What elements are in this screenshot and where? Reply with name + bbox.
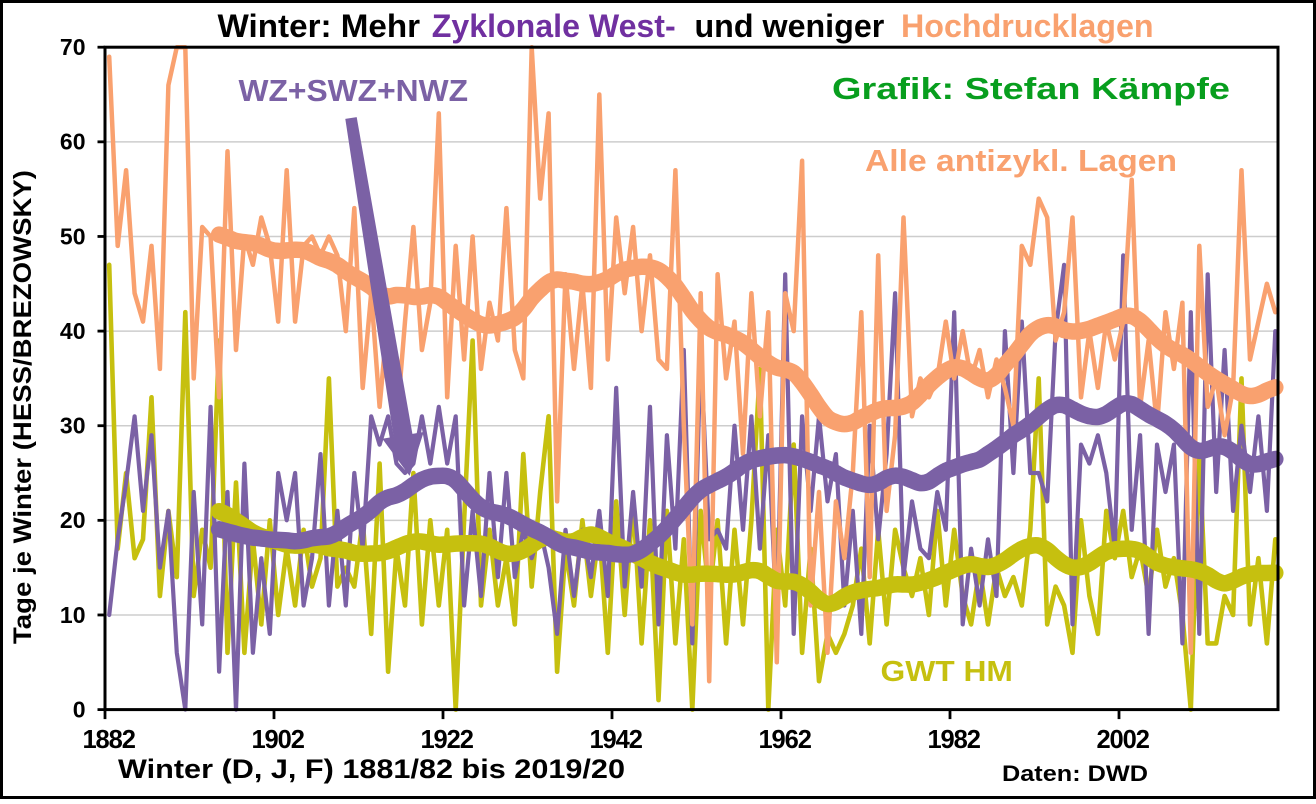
svg-text:10: 10 — [60, 602, 86, 628]
svg-text:Winter (D, J, F) 1881/82 bis: Winter (D, J, F) 1881/82 bis 2019/20 — [118, 754, 625, 784]
svg-text:1902: 1902 — [251, 726, 305, 754]
svg-text:20: 20 — [60, 507, 86, 533]
svg-text:1962: 1962 — [758, 726, 812, 754]
svg-text:GWT HM: GWT HM — [881, 656, 1013, 688]
svg-text:Alle antizykl. Lagen: Alle antizykl. Lagen — [865, 143, 1177, 178]
svg-text:40: 40 — [60, 318, 86, 344]
svg-text:70: 70 — [60, 34, 86, 60]
svg-text:2002: 2002 — [1096, 726, 1150, 754]
svg-text:und weniger: und weniger — [695, 8, 885, 44]
svg-text:60: 60 — [60, 129, 86, 155]
svg-text:0: 0 — [73, 696, 86, 722]
svg-text:1882: 1882 — [82, 726, 136, 754]
svg-text:30: 30 — [60, 413, 86, 439]
svg-text:1942: 1942 — [589, 726, 643, 754]
svg-text:Grafik: Stefan Kämpfe: Grafik: Stefan Kämpfe — [832, 71, 1230, 106]
svg-text:Hochdrucklagen: Hochdrucklagen — [901, 8, 1154, 44]
svg-text:Daten: DWD: Daten: DWD — [1002, 761, 1148, 786]
svg-text:WZ+SWZ+NWZ: WZ+SWZ+NWZ — [239, 74, 469, 108]
svg-text:50: 50 — [60, 223, 86, 249]
svg-text:1982: 1982 — [927, 726, 981, 754]
svg-text:1922: 1922 — [420, 726, 474, 754]
svg-text:Winter: Mehr: Winter: Mehr — [218, 8, 421, 44]
svg-text:Zyklonale West-: Zyklonale West- — [432, 8, 676, 44]
svg-text:Tage je Winter (HESS/BREZOWSKY: Tage je Winter (HESS/BREZOWSKY) — [9, 170, 37, 644]
